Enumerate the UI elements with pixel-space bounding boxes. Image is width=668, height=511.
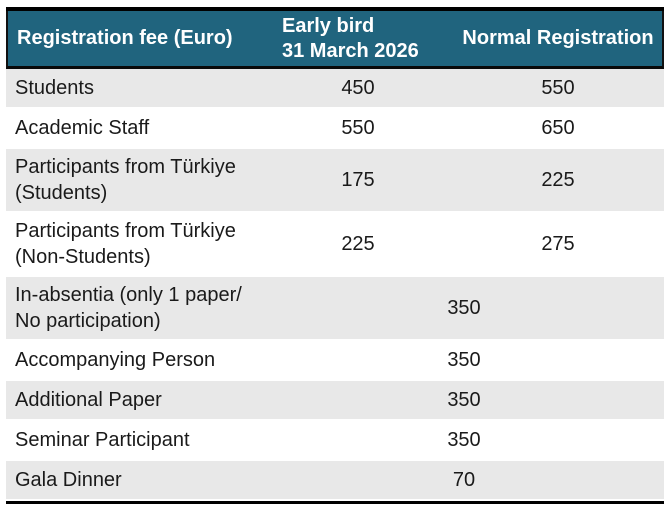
header-early-bird-line1: Early bird: [282, 14, 375, 37]
normal-value: 275: [541, 232, 575, 255]
early-bird-value: 550: [341, 116, 375, 139]
merged-fee-value: 350: [447, 296, 481, 319]
table-row-seminar-participant: Seminar Participant 350: [6, 421, 664, 461]
table-header-row: Registration fee (Euro) Early bird 31 Ma…: [6, 11, 664, 69]
table-row-in-absentia: In-absentia (only 1 paper/ No participat…: [6, 277, 664, 341]
header-registration-fee: Registration fee (Euro): [17, 27, 233, 49]
row-label: Participants from Türkiye (Non-Students): [15, 220, 236, 268]
early-bird-value: 175: [341, 168, 375, 191]
row-label: Gala Dinner: [15, 469, 122, 491]
row-label: Accompanying Person: [15, 349, 216, 371]
normal-value: 225: [541, 168, 575, 191]
registration-fee-table: Registration fee (Euro) Early bird 31 Ma…: [6, 7, 664, 504]
table-row-academic-staff: Academic Staff 550 650: [6, 109, 664, 149]
row-label: Participants from Türkiye (Students): [15, 156, 236, 204]
early-bird-value: 450: [341, 76, 375, 99]
normal-value: 650: [541, 116, 575, 139]
header-early-bird: Early bird 31 March 2026: [266, 14, 454, 64]
table-row-additional-paper: Additional Paper 350: [6, 381, 664, 421]
row-label: Students: [15, 77, 94, 99]
merged-fee-value: 70: [452, 468, 476, 491]
header-early-bird-line2: 31 March 2026: [282, 39, 419, 62]
row-label: Seminar Participant: [15, 429, 190, 451]
early-bird-value: 225: [341, 232, 375, 255]
row-label: In-absentia (only 1 paper/ No participat…: [15, 284, 242, 332]
merged-fee-value: 350: [447, 348, 481, 371]
merged-fee-value: 350: [447, 428, 481, 451]
header-normal-registration: Normal Registration: [462, 27, 654, 49]
table-row-turkiye-students: Participants from Türkiye (Students) 175…: [6, 149, 664, 213]
table-row-turkiye-non-students: Participants from Türkiye (Non-Students)…: [6, 213, 664, 277]
table-row-accompanying-person: Accompanying Person 350: [6, 341, 664, 381]
table-row-students: Students 450 550: [6, 69, 664, 109]
normal-value: 550: [541, 76, 575, 99]
merged-fee-value: 350: [447, 388, 481, 411]
row-label: Academic Staff: [15, 117, 150, 139]
table-row-gala-dinner: Gala Dinner 70: [6, 461, 664, 501]
row-label: Additional Paper: [15, 389, 162, 411]
